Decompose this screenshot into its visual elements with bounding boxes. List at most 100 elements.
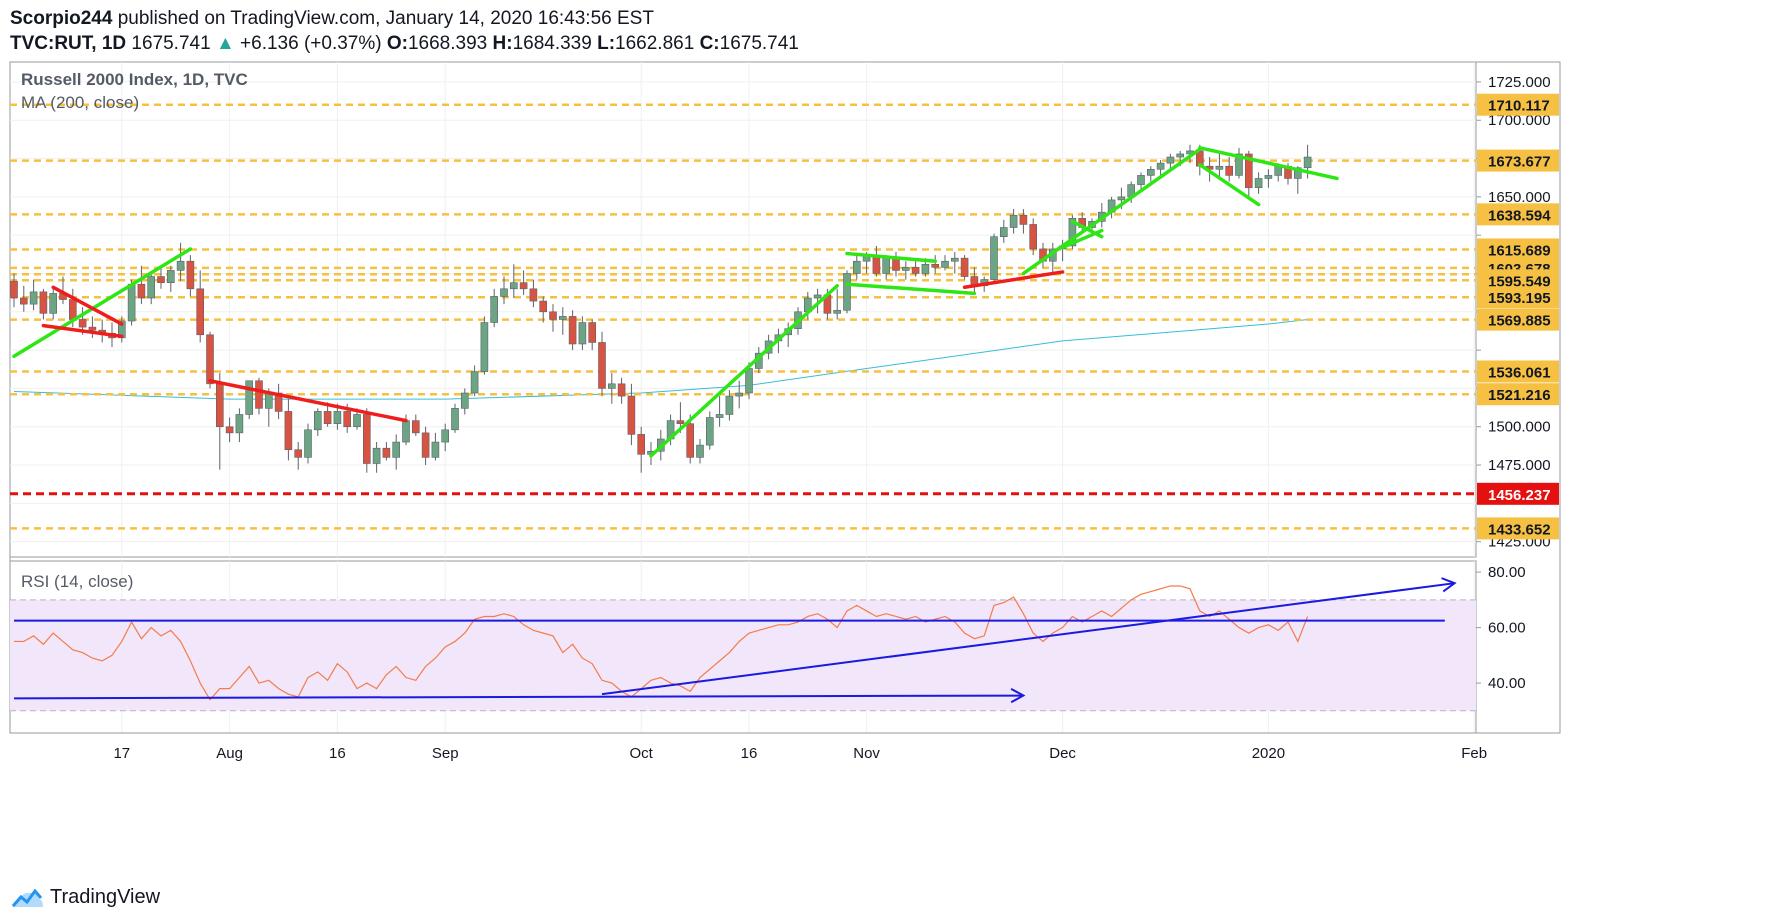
y-tick-label: 1700.000 xyxy=(1488,112,1551,129)
candle-body xyxy=(167,270,175,283)
candle-body xyxy=(1147,168,1155,176)
level-tag xyxy=(1477,360,1559,383)
cloud-logo-icon xyxy=(11,888,43,907)
candle-body xyxy=(686,423,695,458)
candle-body xyxy=(568,316,577,345)
candle-body xyxy=(578,322,587,345)
candle-body xyxy=(676,420,685,424)
candle-body xyxy=(892,257,900,271)
candle-body xyxy=(960,257,969,277)
rsi-line xyxy=(14,585,1309,701)
candle-body xyxy=(206,334,214,385)
candle-body xyxy=(19,297,28,305)
candle-body xyxy=(999,227,1008,238)
candle-body xyxy=(725,395,734,415)
candle-body xyxy=(343,411,352,428)
level-tag xyxy=(1477,203,1559,226)
candle-body xyxy=(372,447,381,464)
candle-body xyxy=(941,260,949,268)
candle-body xyxy=(852,260,861,274)
candle-body xyxy=(362,414,371,464)
candle-body xyxy=(147,276,155,299)
candle-body xyxy=(1009,214,1018,228)
level-tag xyxy=(1477,482,1559,505)
candle-body xyxy=(637,434,646,455)
candle-body xyxy=(558,316,567,320)
trendline xyxy=(1198,162,1261,207)
candle-body xyxy=(500,288,508,297)
candle-body xyxy=(1215,165,1224,170)
candle-body xyxy=(39,291,48,314)
candle-body xyxy=(990,236,998,280)
x-tick-label: Sep xyxy=(432,745,459,762)
x-tick-label: 17 xyxy=(113,745,130,762)
close-label: C: xyxy=(699,33,720,54)
level-tag xyxy=(1477,93,1559,116)
level-label: 1569.885 xyxy=(1488,313,1551,330)
candle-body xyxy=(353,414,361,428)
candle-body xyxy=(176,260,185,271)
candle-body xyxy=(588,322,597,343)
ma-label: MA (200, close) xyxy=(21,93,139,112)
candle-body xyxy=(598,342,606,389)
candle-body xyxy=(882,257,891,274)
low-value: 1662.861 xyxy=(615,33,695,54)
up-arrow-icon: ▲ xyxy=(215,33,235,54)
candle-body xyxy=(127,283,136,322)
trendline xyxy=(1198,146,1339,181)
candle-body xyxy=(225,426,234,434)
level-tag xyxy=(1477,269,1559,292)
level-label: 1536.061 xyxy=(1488,364,1551,381)
candle-body xyxy=(411,420,420,434)
rsi-tick-label: 40.00 xyxy=(1488,675,1526,692)
chart-canvas[interactable]: 1425.0001475.0001500.0001650.0001700.000… xyxy=(0,0,1782,880)
rsi-trendline xyxy=(13,694,1024,700)
candle-body xyxy=(284,411,293,451)
open-label: O: xyxy=(386,33,408,54)
candle-body xyxy=(480,322,489,372)
candle-body xyxy=(1176,153,1184,158)
candle-body xyxy=(509,282,518,290)
trendline xyxy=(208,379,408,423)
level-tag xyxy=(1477,308,1559,331)
candle-body xyxy=(29,291,38,305)
symbol-label: TVC:RUT, 1D xyxy=(10,33,127,54)
candle-body xyxy=(264,392,273,409)
rsi-pane-title: RSI (14, close) xyxy=(21,572,133,591)
x-tick-label: Dec xyxy=(1049,745,1076,762)
candle-body xyxy=(1137,175,1145,185)
trendline xyxy=(845,251,937,263)
candle-body xyxy=(10,280,18,299)
level-tag xyxy=(1477,383,1559,406)
candle-body xyxy=(921,263,930,274)
candle-body xyxy=(705,417,714,446)
rsi-tick-label: 80.00 xyxy=(1488,564,1526,581)
x-tick-label: Aug xyxy=(216,745,243,762)
candle-body xyxy=(627,395,636,435)
author-name[interactable]: Scorpio244 xyxy=(10,8,113,29)
candle-body xyxy=(715,414,724,418)
x-tick-label: 16 xyxy=(741,745,758,762)
publish-date: published on TradingView.com, January 14… xyxy=(117,8,654,29)
candle-body xyxy=(1264,175,1273,179)
tradingview-logo[interactable]: TradingView xyxy=(10,884,160,910)
candle-body xyxy=(245,380,253,415)
candle-body xyxy=(1303,156,1312,169)
candle-body xyxy=(1156,162,1165,170)
candle-body xyxy=(402,420,410,443)
level-tag xyxy=(1477,286,1559,309)
y-tick-label: 1475.000 xyxy=(1488,457,1551,474)
level-label: 1521.216 xyxy=(1488,387,1551,404)
x-tick-label: 16 xyxy=(329,745,346,762)
high-value: 1684.339 xyxy=(512,33,592,54)
candle-body xyxy=(431,441,440,458)
trendline xyxy=(962,270,1065,290)
candle-body xyxy=(49,293,58,314)
candle-body xyxy=(1235,153,1243,176)
rsi-band xyxy=(10,599,1476,711)
candle-body xyxy=(186,260,195,290)
candle-body xyxy=(69,299,77,320)
high-label: H: xyxy=(492,33,513,54)
level-label: 1710.117 xyxy=(1488,98,1550,115)
price-pane-title: Russell 2000 Index, 1D, TVC xyxy=(21,70,248,89)
